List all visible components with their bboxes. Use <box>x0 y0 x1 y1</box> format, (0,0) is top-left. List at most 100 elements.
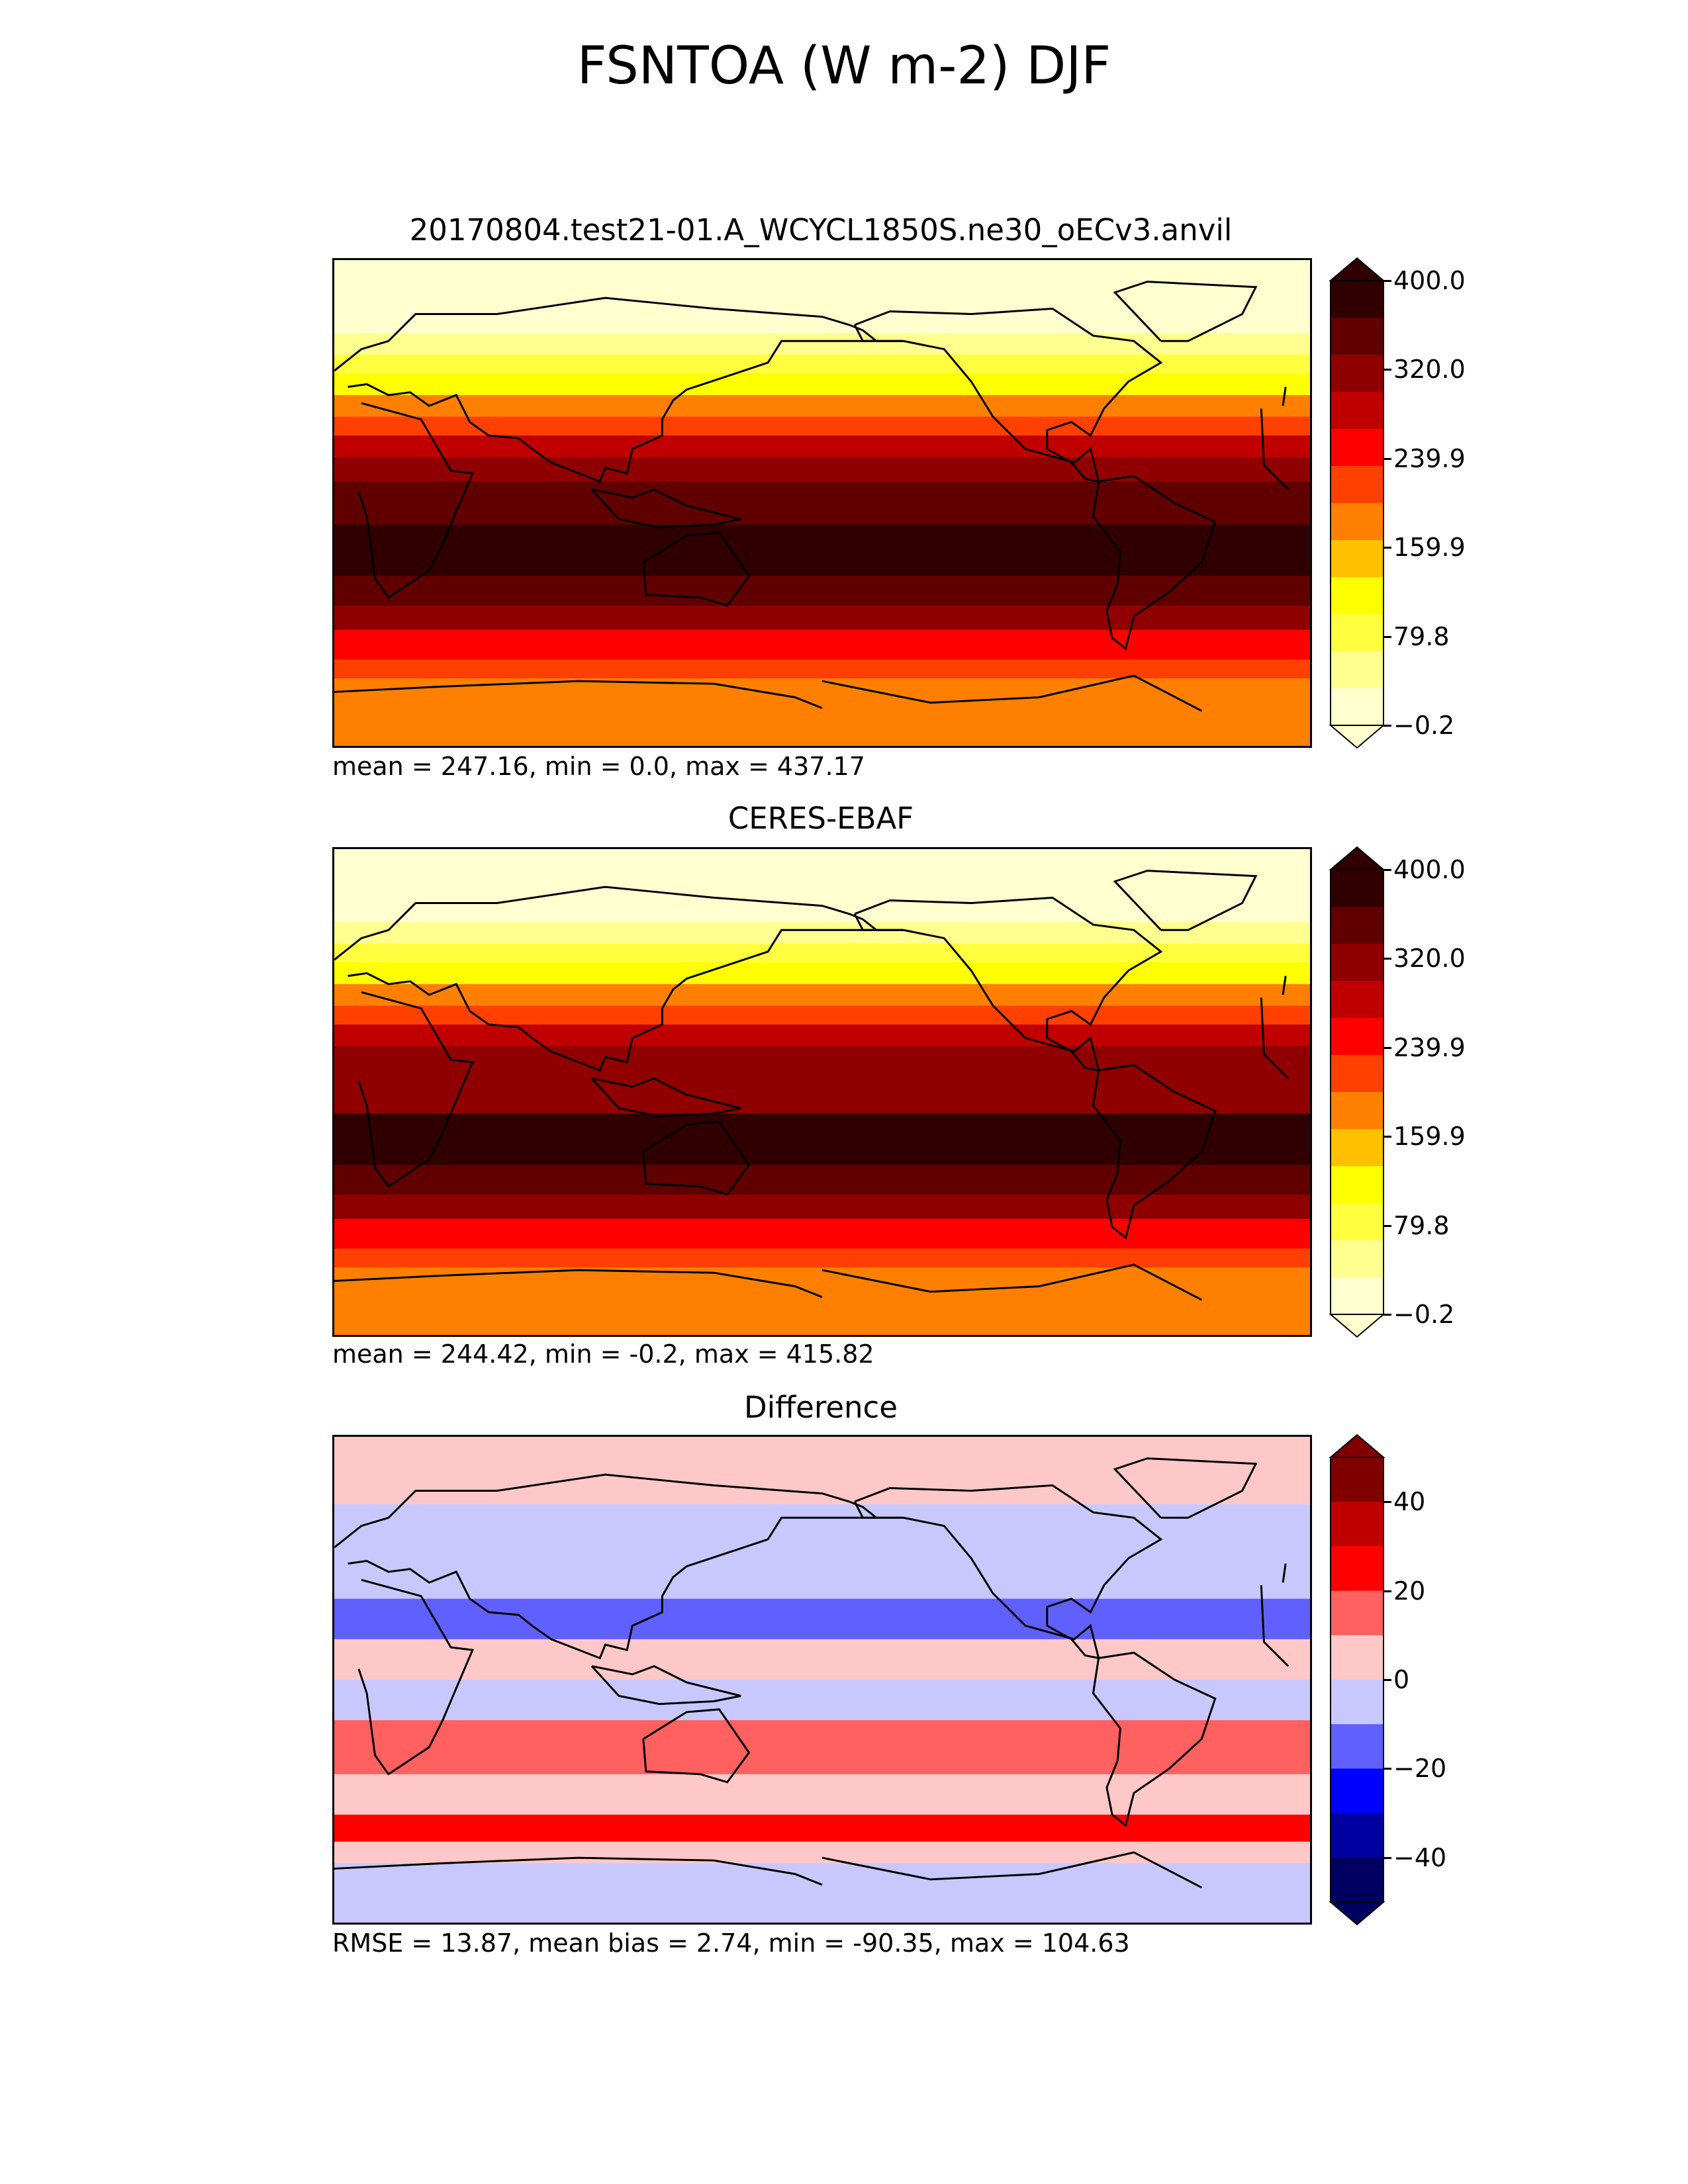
colorbar-tick-0-1 <box>1383 369 1391 371</box>
coastline-2-3 <box>1092 1651 1217 1827</box>
coastline-1-3 <box>1092 1064 1217 1240</box>
colorbar-tick-0-2 <box>1383 457 1391 460</box>
colorbar-extend-bottom-2 <box>1329 1901 1385 1926</box>
band-1-13 <box>334 1248 1310 1268</box>
colorbar-swatch-1-11 <box>1331 1277 1383 1315</box>
colorbar-difference <box>1329 1433 1385 1927</box>
band-0-11 <box>334 605 1310 631</box>
colorbar-swatch-2-8 <box>1331 1813 1383 1858</box>
colorbar-swatch-0-8 <box>1331 577 1383 615</box>
colorbar-tick-1-5 <box>1383 1314 1391 1316</box>
colorbar-swatch-1-7 <box>1331 1129 1383 1167</box>
band-0-9 <box>334 524 1310 576</box>
band-0-3 <box>334 373 1310 396</box>
colorbar-tick-label-0-1: 320.0 <box>1393 355 1466 385</box>
band-2-10 <box>334 1863 1310 1923</box>
colorbar-extend-bottom-1 <box>1329 1314 1385 1338</box>
stats-test: mean = 247.16, min = 0.0, max = 437.17 <box>332 752 865 781</box>
band-1-9 <box>334 1113 1310 1165</box>
colorbar-tick-label-2-1: 20 <box>1393 1576 1426 1606</box>
band-0-8 <box>334 481 1310 525</box>
colorbar-swatch-2-9 <box>1331 1857 1383 1903</box>
colorbar-test <box>1329 257 1385 751</box>
colorbar-tick-label-0-5: −0.2 <box>1393 711 1455 740</box>
colorbar-swatch-1-10 <box>1331 1240 1383 1278</box>
colorbar-swatch-2-0 <box>1331 1457 1383 1502</box>
colorbar-extend-top-2 <box>1329 1433 1385 1458</box>
band-2-1 <box>334 1504 1310 1559</box>
band-2-5 <box>334 1680 1310 1721</box>
colorbar-swatch-0-1 <box>1331 318 1383 355</box>
colorbar-swatch-2-6 <box>1331 1724 1383 1769</box>
stats-ceres: mean = 244.42, min = -0.2, max = 415.82 <box>332 1340 874 1369</box>
coastline-0-5 <box>1113 281 1258 342</box>
band-1-14 <box>334 1267 1310 1335</box>
band-2-4 <box>334 1639 1310 1680</box>
band-1-7 <box>334 1046 1310 1071</box>
colorbar-swatch-2-4 <box>1331 1635 1383 1680</box>
colorbar-swatch-0-2 <box>1331 355 1383 392</box>
band-2-7 <box>334 1774 1310 1815</box>
band-1-1 <box>334 922 1310 944</box>
band-1-3 <box>334 962 1310 985</box>
stats-difference: RMSE = 13.87, mean bias = 2.74, min = -9… <box>332 1929 1130 1958</box>
coastline-0-0 <box>357 402 1289 599</box>
coastline-0-3 <box>1092 475 1217 651</box>
band-0-4 <box>334 394 1310 418</box>
colorbar-tick-0-0 <box>1383 280 1391 282</box>
band-2-2 <box>334 1558 1310 1600</box>
colorbar-swatch-1-5 <box>1331 1055 1383 1093</box>
band-1-0 <box>334 849 1310 923</box>
colorbar-swatch-2-2 <box>1331 1546 1383 1592</box>
coastline-1-5 <box>1113 870 1258 931</box>
band-1-5 <box>334 1005 1310 1025</box>
colorbar-tick-label-1-2: 239.9 <box>1393 1032 1466 1062</box>
colorbar-swatch-2-5 <box>1331 1680 1383 1725</box>
coastline-0-7 <box>334 674 1202 712</box>
colorbar-swatch-1-3 <box>1331 981 1383 1019</box>
coastline-1-2 <box>853 896 1163 1072</box>
colorbar-tick-1-3 <box>1383 1136 1391 1138</box>
colorbar-tick-2-1 <box>1383 1590 1391 1592</box>
colorbar-swatch-2-3 <box>1331 1590 1383 1636</box>
colorbar-tick-0-5 <box>1383 725 1391 727</box>
coastline-0-1 <box>334 296 1287 483</box>
colorbar-ceres <box>1329 846 1385 1340</box>
band-1-4 <box>334 983 1310 1007</box>
band-0-2 <box>334 354 1310 374</box>
colorbar-swatch-1-9 <box>1331 1203 1383 1241</box>
band-1-8 <box>334 1070 1310 1115</box>
colorbar-swatch-0-3 <box>1331 392 1383 430</box>
colorbar-swatch-2-7 <box>1331 1768 1383 1814</box>
band-1-2 <box>334 943 1310 963</box>
panel-title-difference: Difference <box>744 1390 898 1425</box>
coastline-2-4 <box>642 1708 751 1784</box>
band-1-11 <box>334 1194 1310 1220</box>
coastline-1-7 <box>334 1263 1202 1301</box>
colorbar-tick-label-2-4: −40 <box>1393 1843 1447 1872</box>
colorbar-swatch-0-4 <box>1331 429 1383 467</box>
colorbar-swatch-1-0 <box>1331 870 1383 907</box>
colorbar-tick-1-1 <box>1383 958 1391 960</box>
colorbar-tick-label-1-3: 159.9 <box>1393 1122 1466 1152</box>
colorbar-tick-2-3 <box>1383 1768 1391 1770</box>
colorbar-swatch-2-1 <box>1331 1502 1383 1547</box>
map-panel-difference <box>332 1435 1312 1925</box>
coastline-0-4 <box>642 531 751 607</box>
colorbar-tick-label-1-5: −0.2 <box>1393 1300 1455 1329</box>
band-0-6 <box>334 435 1310 458</box>
colorbar-tick-label-1-4: 79.8 <box>1393 1210 1450 1240</box>
coastline-2-6 <box>590 1664 741 1706</box>
colorbar-tick-2-0 <box>1383 1501 1391 1504</box>
figure-title: FSNTOA (W m-2) DJF <box>577 36 1111 96</box>
coastline-2-2 <box>853 1484 1163 1660</box>
colorbar-extend-bottom-0 <box>1329 725 1385 749</box>
colorbar-tick-2-4 <box>1383 1856 1391 1859</box>
coastline-2-5 <box>1113 1457 1258 1519</box>
coastline-0-6 <box>590 488 741 529</box>
band-2-3 <box>334 1598 1310 1640</box>
colorbar-tick-1-2 <box>1383 1046 1391 1049</box>
colorbar-tick-label-0-4: 79.8 <box>1393 621 1450 651</box>
coastline-2-7 <box>334 1851 1202 1889</box>
coastline-0-2 <box>853 307 1163 483</box>
